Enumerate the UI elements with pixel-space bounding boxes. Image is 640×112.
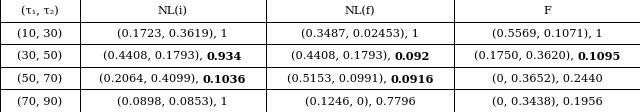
Bar <box>454 45 640 67</box>
Text: (0.5569, 0.1071), 1: (0.5569, 0.1071), 1 <box>492 28 603 39</box>
Bar <box>0 22 80 45</box>
Text: (30, 50): (30, 50) <box>17 51 63 61</box>
Text: (0.0898, 0.0853), 1: (0.0898, 0.0853), 1 <box>117 96 228 106</box>
Text: (0.1723, 0.3619), 1: (0.1723, 0.3619), 1 <box>117 28 228 39</box>
Bar <box>266 67 454 90</box>
Text: (0.3487, 0.02453), 1: (0.3487, 0.02453), 1 <box>301 28 419 39</box>
Text: F: F <box>543 6 551 16</box>
Text: (τ₁, τ₂): (τ₁, τ₂) <box>21 6 59 16</box>
Bar <box>266 45 454 67</box>
Text: 0.1095: 0.1095 <box>577 51 621 61</box>
Text: (0.2064, 0.4099),: (0.2064, 0.4099), <box>99 73 203 84</box>
Bar <box>454 67 640 90</box>
Text: 0.092: 0.092 <box>394 51 429 61</box>
Text: 0.1036: 0.1036 <box>203 73 246 84</box>
Bar <box>454 90 640 112</box>
Text: (0.4408, 0.1793),: (0.4408, 0.1793), <box>291 51 394 61</box>
Bar <box>80 67 266 90</box>
Bar <box>454 0 640 22</box>
Bar <box>80 0 266 22</box>
Text: (0.5153, 0.0991),: (0.5153, 0.0991), <box>287 73 390 84</box>
Text: (10, 30): (10, 30) <box>17 28 63 39</box>
Text: NL(f): NL(f) <box>345 6 375 16</box>
Text: (0.1750, 0.3620),: (0.1750, 0.3620), <box>474 51 577 61</box>
Bar <box>80 45 266 67</box>
Bar <box>0 0 80 22</box>
Text: (0, 0.3652), 0.2440: (0, 0.3652), 0.2440 <box>492 73 603 84</box>
Text: (70, 90): (70, 90) <box>17 96 63 106</box>
Bar <box>0 45 80 67</box>
Text: NL(i): NL(i) <box>158 6 188 16</box>
Bar <box>266 90 454 112</box>
Bar <box>0 90 80 112</box>
Text: (50, 70): (50, 70) <box>17 73 63 84</box>
Bar <box>0 67 80 90</box>
Text: (0, 0.3438), 0.1956: (0, 0.3438), 0.1956 <box>492 96 603 106</box>
Bar <box>266 0 454 22</box>
Text: 0.0916: 0.0916 <box>390 73 433 84</box>
Bar <box>80 22 266 45</box>
Bar <box>80 90 266 112</box>
Text: (0.1246, 0), 0.7796: (0.1246, 0), 0.7796 <box>305 96 415 106</box>
Bar <box>266 22 454 45</box>
Text: 0.934: 0.934 <box>207 51 242 61</box>
Text: (0.4408, 0.1793),: (0.4408, 0.1793), <box>104 51 207 61</box>
Bar <box>454 22 640 45</box>
